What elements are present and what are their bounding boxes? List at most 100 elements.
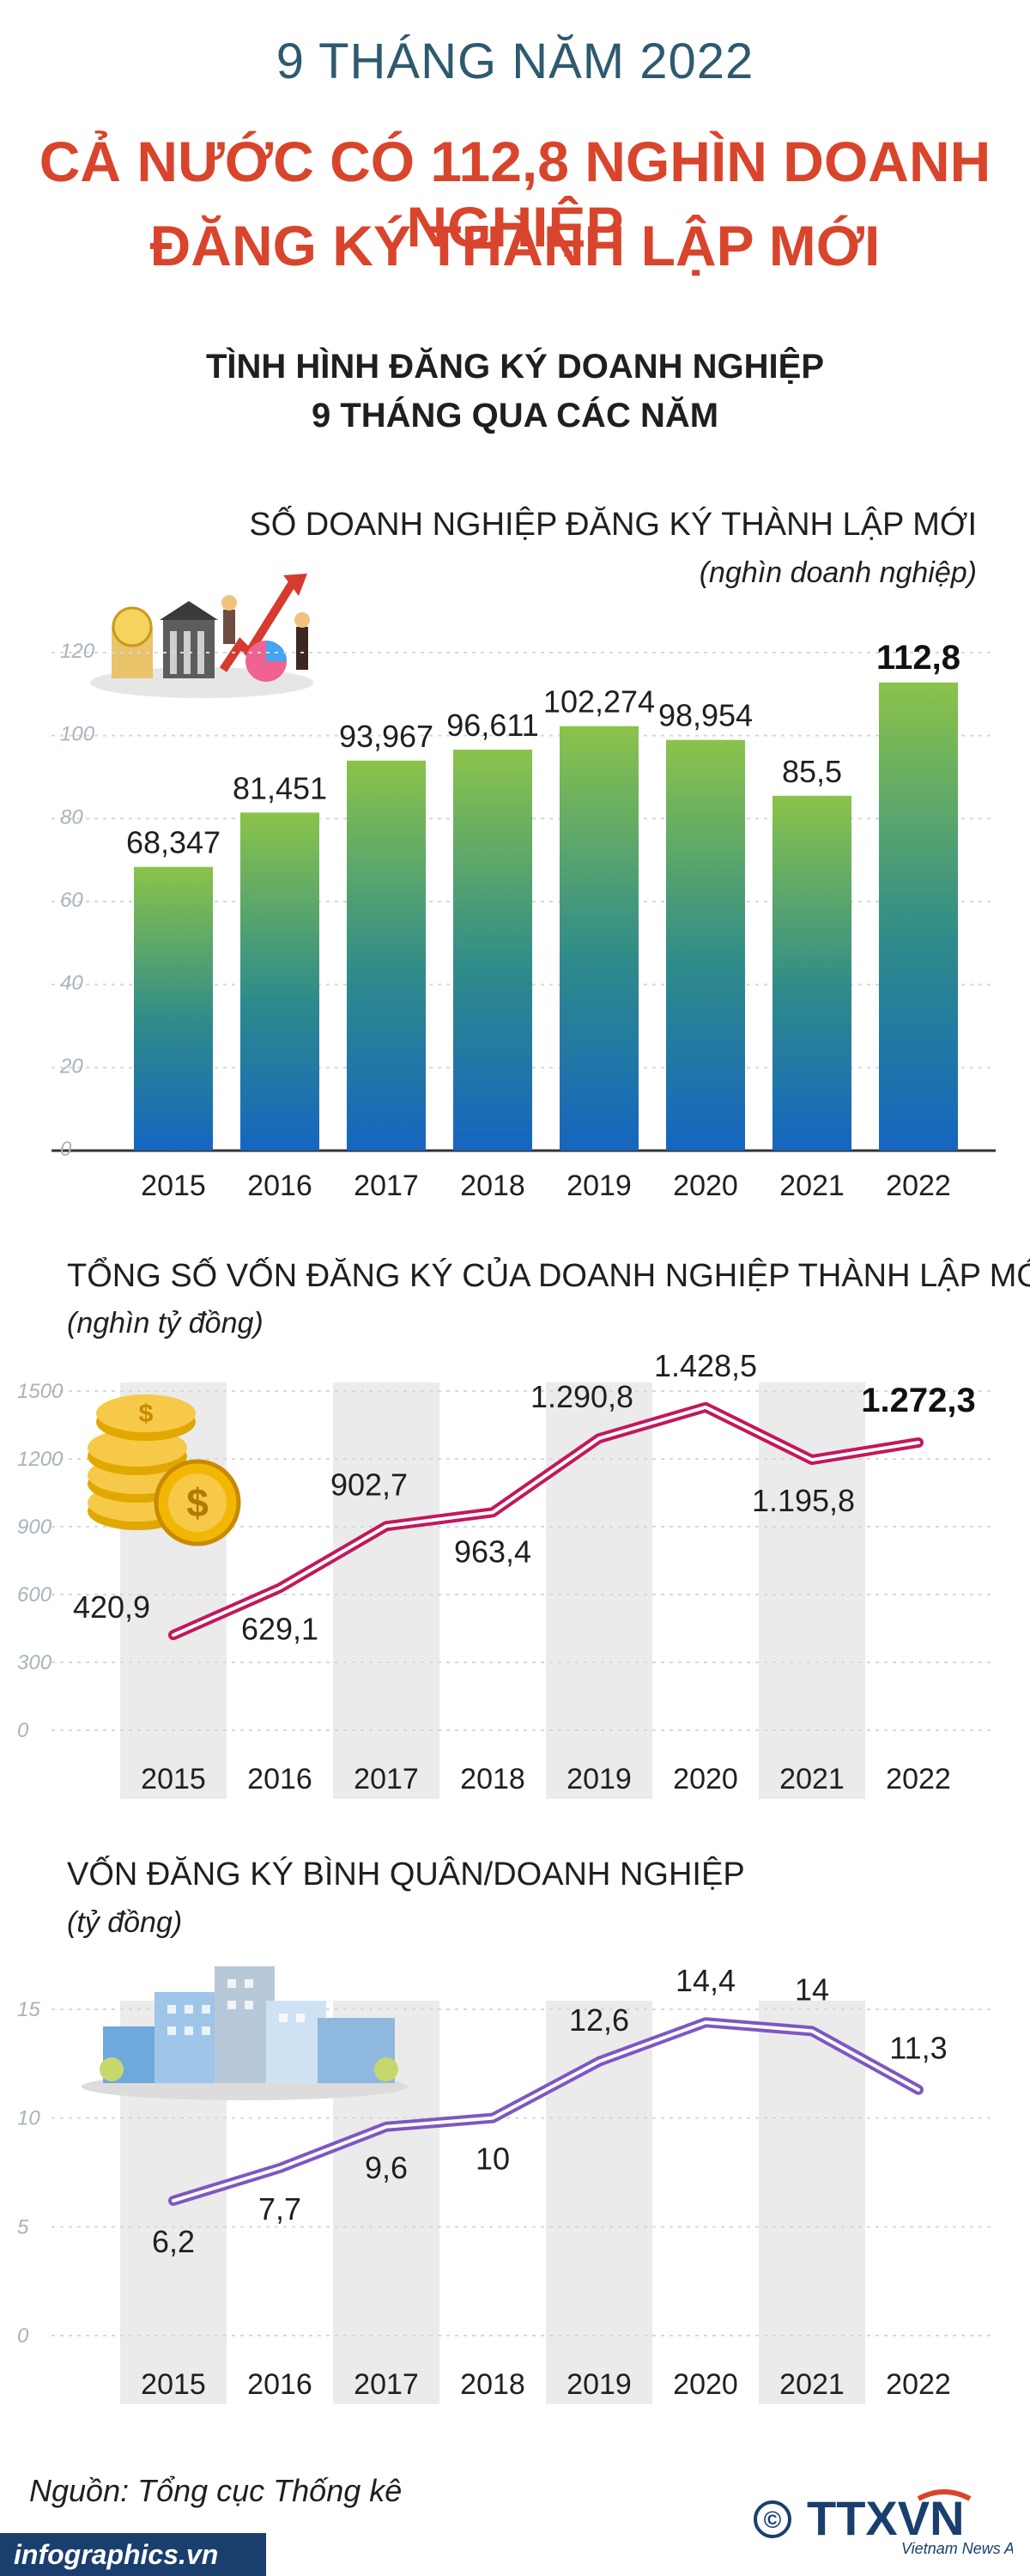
point-value-label: 1.428,5 [654, 1348, 757, 1383]
column-band [333, 1382, 439, 1799]
x-tick-label: 2021 [779, 2368, 845, 2401]
x-tick-label: 2015 [141, 1170, 206, 1202]
bar-value-label: 112,8 [876, 639, 960, 677]
point-value-labels: 6,2 7,7 9,6 10 12,6 14,4 14 11,3 [152, 1963, 948, 2259]
point-value-label: 1.195,8 [752, 1483, 855, 1518]
agency-logo-text: TTXVN [807, 2491, 965, 2545]
bar-value-label: 96,611 [446, 708, 538, 743]
bar-value-label: 98,954 [658, 698, 753, 733]
bar-value-label: 93,967 [339, 719, 433, 754]
bar-2015 [134, 866, 213, 1151]
x-tick-label: 2020 [673, 1170, 738, 1202]
column-band [546, 1382, 652, 1799]
point-value-label: 1.272,3 [861, 1382, 975, 1419]
x-tick-label: 2020 [673, 1763, 738, 1795]
x-tick-label: 2019 [566, 1170, 632, 1202]
headline-line-1: CẢ NƯỚC CÓ 112,8 NGHÌN DOANH NGHIỆP [39, 130, 991, 258]
x-tick-label: 2019 [566, 2368, 632, 2401]
x-tick-label: 2015 [141, 2368, 206, 2401]
y-tick-label: 1200 [17, 1448, 64, 1471]
line-series [168, 2017, 924, 2206]
x-tick-label: 2017 [354, 1170, 419, 1202]
point-value-label: 902,7 [330, 1467, 408, 1502]
series-line-highlight [172, 2020, 920, 2202]
y-axis-ticks: 0 5 10 15 [17, 1998, 40, 2348]
copyright-icon: © [764, 2506, 782, 2533]
x-tick-label: 2021 [779, 1763, 845, 1795]
chart-gridlines [52, 1390, 996, 1731]
y-tick-label: 0 [60, 1138, 72, 1161]
x-tick-label: 2016 [247, 2368, 312, 2401]
x-tick-label: 2022 [886, 2368, 951, 2401]
bar-2017 [347, 760, 426, 1151]
x-tick-label: 2017 [354, 1763, 419, 1795]
bar-value-label: 102,274 [543, 684, 655, 720]
chart-unit-average-capital: (tỷ đồng) [67, 1906, 183, 1939]
x-axis-ticks: 2015 2016 2017 2018 2019 2020 2021 2022 [141, 1763, 951, 1795]
x-tick-label: 2022 [886, 1170, 951, 1202]
y-tick-label: 20 [59, 1054, 83, 1078]
y-tick-label: 1500 [17, 1380, 64, 1403]
x-axis-ticks: 2015 2016 2017 2018 2019 2020 2021 2022 [141, 1170, 951, 1202]
bar-2018 [453, 750, 532, 1151]
point-value-label: 1.290,8 [530, 1379, 633, 1414]
y-axis-ticks: 0 300 600 900 1200 1500 [17, 1380, 64, 1742]
agency-subtitle: Vietnam News Agency [901, 2540, 1013, 2557]
chart-title-registered-capital: TỔNG SỐ VỐN ĐĂNG KÝ CỦA DOANH NGHIỆP THÀ… [67, 1258, 1030, 1294]
chart-title-new-businesses: SỐ DOANH NGHIỆP ĐĂNG KÝ THÀNH LẬP MỚI [249, 507, 977, 543]
x-tick-label: 2018 [460, 1170, 525, 1202]
x-tick-label: 2020 [673, 2368, 738, 2401]
point-value-label: 11,3 [889, 2031, 947, 2066]
bar-2019 [560, 726, 639, 1151]
svg-text:$: $ [186, 1480, 209, 1525]
point-value-label: 6,2 [152, 2224, 195, 2259]
y-tick-label: 10 [17, 2107, 40, 2130]
chart-unit-new-businesses: (nghìn doanh nghiệp) [699, 556, 977, 589]
site-name: infographics.vn [0, 2533, 266, 2576]
x-tick-label: 2018 [460, 2368, 525, 2401]
business-investment-illustration [90, 574, 313, 698]
column-band [759, 2001, 865, 2404]
bar-series [134, 682, 958, 1151]
y-axis-ticks: 0 20 40 60 80 100 120 [59, 640, 95, 1161]
y-tick-label: 300 [17, 1651, 52, 1674]
x-tick-label: 2017 [354, 2368, 419, 2401]
y-tick-label: 80 [60, 805, 83, 829]
x-axis-ticks: 2015 2016 2017 2018 2019 2020 2021 2022 [141, 2368, 951, 2401]
city-buildings-icon [82, 1966, 408, 2100]
x-tick-label: 2019 [566, 1763, 632, 1795]
period-title: 9 THÁNG NĂM 2022 [276, 33, 754, 89]
point-value-label: 14,4 [676, 1963, 736, 1998]
series-line-highlight [172, 1405, 920, 1637]
agency-logo: © TTXVN Vietnam News Agency [754, 2489, 1013, 2557]
x-tick-label: 2016 [247, 1170, 312, 1202]
line-chart-registered-capital: $ $ 0 300 600 900 1200 1500 420,9 629,1 902,7 96… [17, 1348, 996, 1799]
bar-value-label: 68,347 [126, 825, 221, 860]
bar-value-label: 81,451 [233, 770, 327, 805]
column-bands [120, 1382, 865, 1799]
bar-2020 [666, 739, 745, 1151]
y-tick-label: 60 [60, 889, 83, 912]
bar-2022 [879, 682, 958, 1151]
bar-value-label: 85,5 [782, 754, 842, 789]
y-tick-label: 900 [17, 1516, 52, 1539]
y-tick-label: 100 [60, 723, 95, 746]
y-tick-label: 15 [17, 1998, 40, 2021]
y-tick-label: 120 [60, 640, 95, 663]
point-value-labels: 420,9 629,1 902,7 963,4 1.290,8 1.428,5 1.195,… [73, 1348, 976, 1647]
chart-unit-registered-capital: (nghìn tỷ đồng) [67, 1307, 264, 1340]
y-tick-label: 0 [17, 1719, 29, 1742]
column-band [546, 2001, 652, 2404]
line-series [168, 1401, 924, 1641]
y-tick-label: 600 [17, 1583, 52, 1607]
point-value-label: 420,9 [73, 1589, 150, 1625]
point-value-label: 14 [795, 1971, 829, 2007]
x-tick-label: 2018 [460, 1763, 525, 1795]
x-tick-label: 2022 [886, 1763, 951, 1795]
point-value-label: 7,7 [258, 2191, 301, 2227]
source-note: Nguồn: Tổng cục Thống kê [29, 2473, 403, 2508]
y-tick-label: 40 [60, 972, 83, 995]
point-value-label: 9,6 [365, 2150, 408, 2185]
